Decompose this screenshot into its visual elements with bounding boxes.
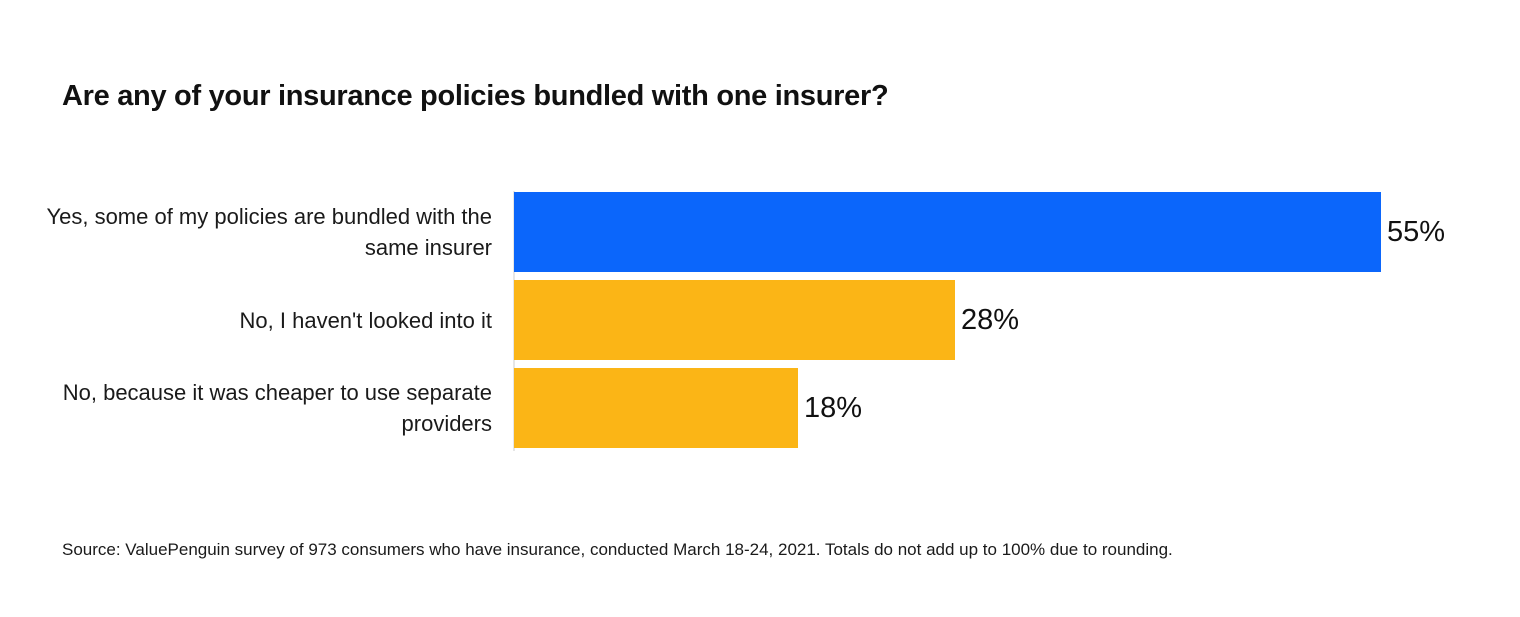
bar-not-looked xyxy=(514,280,955,360)
chart-title: Are any of your insurance policies bundl… xyxy=(62,80,889,112)
category-label-cheaper-separate: No, because it was cheaper to use separa… xyxy=(32,368,492,448)
category-label-text: No, because it was cheaper to use separa… xyxy=(62,380,492,436)
source-note: Source: ValuePenguin survey of 973 consu… xyxy=(62,540,1173,559)
value-label-yes-bundled: 55% xyxy=(1387,215,1446,248)
bar-yes-bundled xyxy=(514,192,1381,272)
bar-row: Yes, some of my policies are bundled wit… xyxy=(0,192,1520,272)
category-label-text: Yes, some of my policies are bundled wit… xyxy=(46,204,492,260)
category-label-yes-bundled: Yes, some of my policies are bundled wit… xyxy=(32,192,492,272)
category-label-text: No, I haven't looked into it xyxy=(239,307,492,333)
bar-row: No, I haven't looked into it 28% xyxy=(0,280,1520,360)
category-label-not-looked: No, I haven't looked into it xyxy=(32,280,492,360)
value-label-cheaper-separate: 18% xyxy=(804,391,863,424)
bar-row: No, because it was cheaper to use separa… xyxy=(0,368,1520,448)
bar-cheaper-separate xyxy=(514,368,798,448)
value-label-not-looked: 28% xyxy=(961,303,1020,336)
